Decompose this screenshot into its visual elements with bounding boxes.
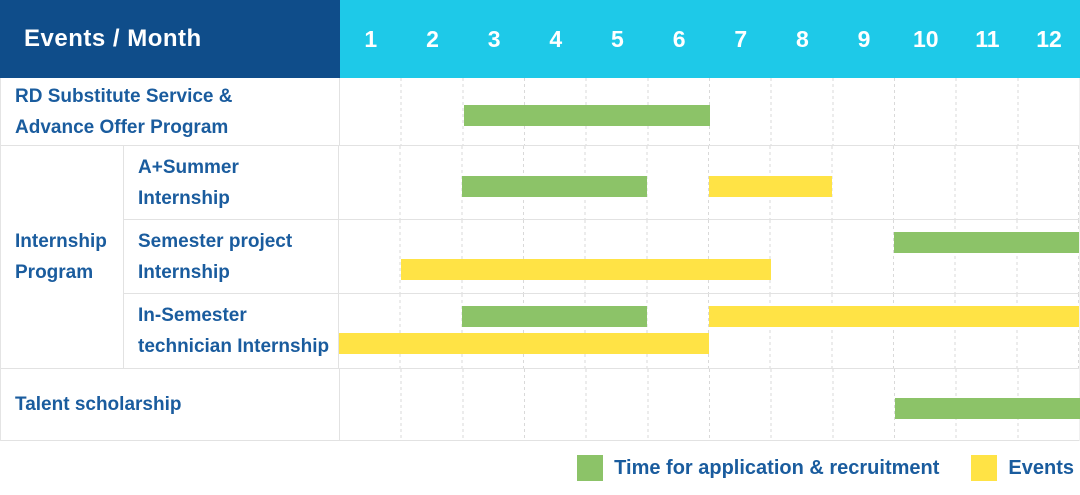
month-header-cell: 9 (857, 26, 871, 52)
chart-cell-semester-project (339, 220, 1079, 293)
chart-cell-talent-scholarship (340, 369, 1080, 440)
month-header-cell: 6 (672, 26, 686, 52)
internship-program-group: Internship Program A+Summer Internship S… (1, 146, 1079, 369)
group-rows: A+Summer Internship Semester project Int… (124, 146, 1079, 368)
legend-label: Time for application & recruitment (614, 456, 940, 479)
month-header-cell: 11 (975, 26, 1000, 52)
yellow-swatch-icon (971, 455, 998, 481)
table-row: Talent scholarship (1, 369, 1080, 441)
month-header-cell: 7 (734, 26, 748, 52)
table-row: Semester project Internship (124, 220, 1079, 294)
chart-cell-rd-substitute (340, 78, 1079, 145)
row-label-rd-substitute: RD Substitute Service & Advance Offer Pr… (1, 78, 341, 145)
row-label-line: technician Internship (138, 336, 330, 357)
chart-cell-in-semester-technician (339, 294, 1079, 368)
row-label-line: RD Substitute Service & (15, 85, 233, 107)
row-label-in-semester-technician: In-Semester technician Internship (124, 294, 339, 368)
application-recruitment-bar (462, 176, 648, 197)
application-recruitment-bar (894, 232, 1079, 253)
month-header-cell: 10 (912, 26, 939, 52)
row-label-line: Semester project (138, 230, 293, 252)
event-bar (339, 333, 709, 354)
legend-item-application-recruitment: Time for application & recruitment (577, 455, 939, 481)
row-label-line: Internship (138, 261, 230, 283)
green-swatch-icon (577, 455, 604, 481)
application-recruitment-bar (895, 398, 1080, 419)
group-label-line: Internship (15, 231, 107, 252)
table-row: A+Summer Internship (124, 146, 1079, 220)
event-bar (400, 259, 771, 280)
row-label-semester-project: Semester project Internship (124, 220, 339, 293)
month-header-cell: 12 (1036, 26, 1062, 52)
legend: Time for application & recruitment Event… (0, 441, 1080, 495)
table-header: Events / Month 1 2 3 4 5 6 7 8 9 10 11 12 (0, 0, 1080, 78)
month-header-cell: 5 (611, 26, 624, 52)
row-label-line: Advance Offer Program (15, 116, 229, 138)
month-header-cell: 8 (796, 26, 809, 52)
group-label-line: Program (15, 262, 94, 283)
row-label-line: A+Summer (138, 156, 239, 178)
row-label-line: Internship (138, 187, 230, 209)
row-label-a-plus-summer: A+Summer Internship (124, 146, 339, 219)
month-header-cell: 2 (426, 26, 439, 52)
table-body: RD Substitute Service & Advance Offer Pr… (0, 78, 1080, 441)
event-bar (709, 176, 833, 197)
application-recruitment-bar (462, 306, 648, 327)
group-label-internship-program: Internship Program (1, 146, 124, 368)
event-bar (709, 306, 1079, 327)
legend-item-events: Events (971, 455, 1074, 481)
table-row: In-Semester technician Internship (124, 294, 1079, 368)
month-header-cell: 3 (487, 26, 501, 52)
month-header-cell: 4 (549, 26, 563, 52)
table-row: RD Substitute Service & Advance Offer Pr… (1, 78, 1079, 146)
chart-cell-a-plus-summer (339, 146, 1079, 219)
row-label-talent-scholarship: Talent scholarship (1, 369, 341, 440)
month-header-row: 1 2 3 4 5 6 7 8 9 10 11 12 (340, 0, 1080, 78)
row-label-line: Talent scholarship (15, 394, 182, 415)
events-month-header: Events / Month (0, 0, 340, 78)
application-recruitment-bar (463, 105, 711, 126)
legend-label: Events (1008, 456, 1074, 479)
row-label-line: In-Semester (138, 305, 247, 326)
month-header-cell: 1 (364, 26, 378, 52)
